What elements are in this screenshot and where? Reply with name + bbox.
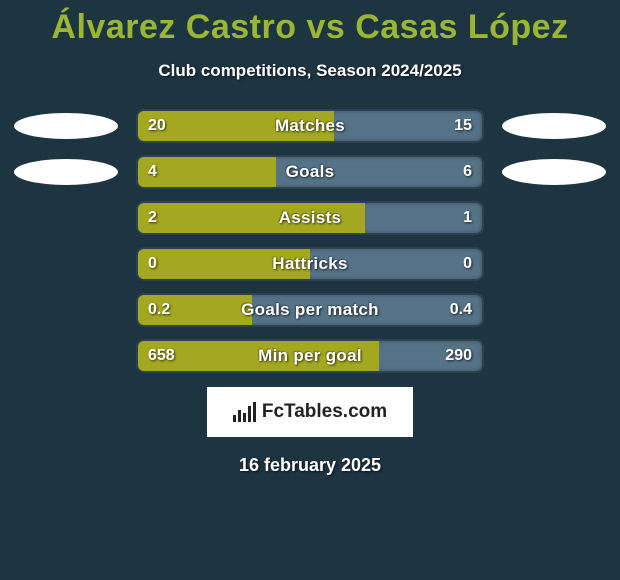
- stat-row: 658290Min per goal: [0, 341, 620, 371]
- page-title: Álvarez Castro vs Casas López: [0, 8, 620, 47]
- stat-bar: 0.20.4Goals per match: [138, 295, 482, 325]
- comparison-card: Álvarez Castro vs Casas López Club compe…: [0, 0, 620, 580]
- chart-icon: [233, 402, 256, 422]
- stat-label: Goals per match: [138, 295, 482, 325]
- stat-rows: 2015Matches 46Goals 21Assists 00Hattricks 0.…: [0, 111, 620, 371]
- stat-label: Hattricks: [138, 249, 482, 279]
- brand-text: FcTables.com: [262, 401, 387, 423]
- stat-bar: 658290Min per goal: [138, 341, 482, 371]
- avatar-slot-left: [10, 341, 122, 371]
- player1-avatar: [14, 159, 118, 185]
- avatar-slot-right: [498, 111, 610, 141]
- stat-row: 0.20.4Goals per match: [0, 295, 620, 325]
- player1-avatar: [14, 113, 118, 139]
- stat-bar: 00Hattricks: [138, 249, 482, 279]
- avatar-slot-left: [10, 203, 122, 233]
- player2-avatar: [502, 113, 606, 139]
- stat-label: Matches: [138, 111, 482, 141]
- avatar-slot-right: [498, 341, 610, 371]
- date-text: 16 february 2025: [0, 455, 620, 476]
- avatar-slot-right: [498, 249, 610, 279]
- avatar-slot-left: [10, 111, 122, 141]
- stat-bar: 2015Matches: [138, 111, 482, 141]
- avatar-slot-left: [10, 157, 122, 187]
- stat-row: 46Goals: [0, 157, 620, 187]
- stat-bar: 21Assists: [138, 203, 482, 233]
- stat-label: Goals: [138, 157, 482, 187]
- avatar-slot-right: [498, 203, 610, 233]
- stat-row: 2015Matches: [0, 111, 620, 141]
- stat-label: Assists: [138, 203, 482, 233]
- stat-label: Min per goal: [138, 341, 482, 371]
- avatar-slot-right: [498, 157, 610, 187]
- brand-badge: FcTables.com: [207, 387, 413, 437]
- subtitle: Club competitions, Season 2024/2025: [0, 61, 620, 81]
- avatar-slot-left: [10, 295, 122, 325]
- stat-bar: 46Goals: [138, 157, 482, 187]
- avatar-slot-left: [10, 249, 122, 279]
- stat-row: 00Hattricks: [0, 249, 620, 279]
- player2-avatar: [502, 159, 606, 185]
- avatar-slot-right: [498, 295, 610, 325]
- stat-row: 21Assists: [0, 203, 620, 233]
